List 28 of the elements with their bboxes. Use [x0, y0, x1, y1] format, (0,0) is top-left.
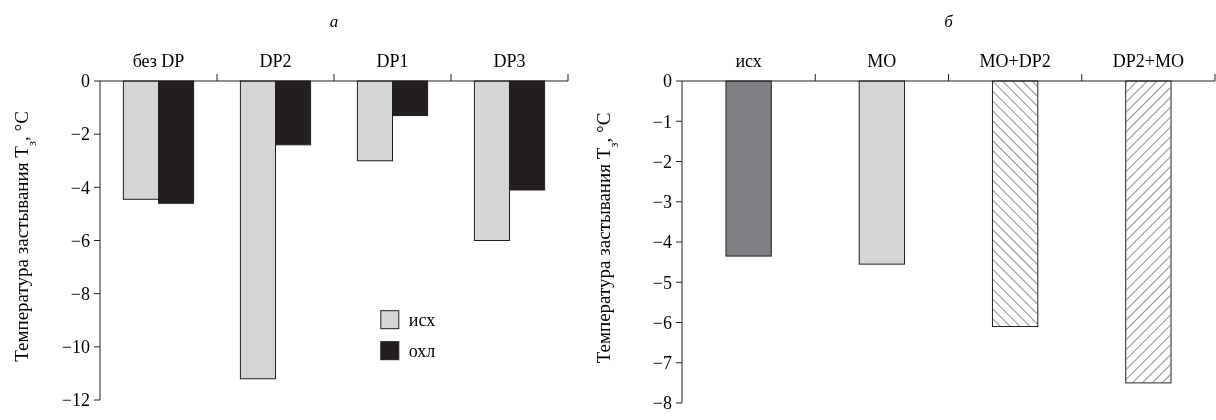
y-tick-label: −12 — [61, 390, 90, 411]
y-tick-label: −10 — [61, 337, 90, 358]
legend-label: исх — [408, 309, 436, 330]
x-tick-label: без DP — [132, 51, 185, 71]
y-tick-label: −5 — [652, 272, 672, 293]
x-tick-label: DP2+МО — [1112, 51, 1184, 71]
y-tick-label: 0 — [663, 71, 672, 92]
y-tick-label: −4 — [652, 232, 672, 253]
y-tick-label: −1 — [652, 111, 672, 132]
x-tick-label: МО+DP2 — [979, 51, 1051, 71]
y-tick-label: −8 — [70, 283, 90, 304]
y-tick-label: −2 — [70, 124, 90, 145]
y-tick-label: 0 — [81, 71, 90, 92]
y-tick-label: −7 — [652, 353, 672, 374]
x-tick-label: МО — [867, 51, 897, 71]
chart-title: а — [329, 12, 339, 31]
y-tick-label: −6 — [652, 312, 672, 333]
y-tick-label: −3 — [652, 192, 672, 213]
x-tick-label: DP1 — [376, 51, 409, 71]
x-tick-label: DP2 — [259, 51, 292, 71]
x-tick-label: DP3 — [493, 51, 526, 71]
legend-label: охл — [408, 340, 436, 361]
x-tick-label: исх — [735, 51, 762, 71]
chart-title: б — [944, 12, 954, 31]
y-tick-label: −6 — [70, 230, 90, 251]
y-tick-label: −2 — [652, 151, 672, 172]
y-tick-label: −4 — [70, 177, 90, 198]
y-tick-label: −8 — [652, 393, 672, 414]
